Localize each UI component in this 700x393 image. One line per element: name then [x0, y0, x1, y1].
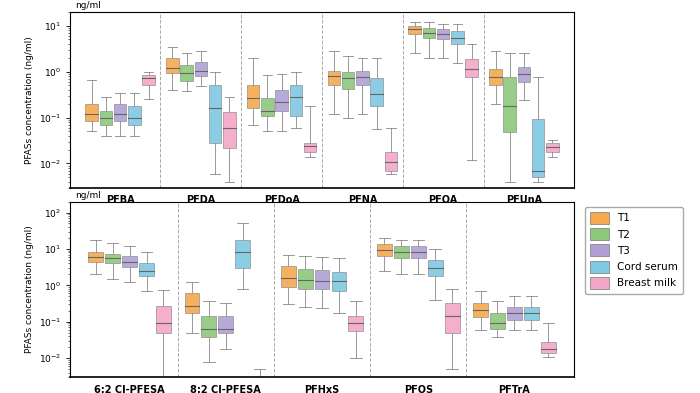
Bar: [304, 143, 316, 152]
Bar: [223, 112, 235, 148]
Bar: [128, 106, 141, 125]
Bar: [473, 303, 488, 317]
Bar: [409, 26, 421, 34]
Bar: [411, 246, 426, 259]
Bar: [451, 31, 463, 44]
Bar: [85, 104, 98, 121]
Bar: [166, 58, 179, 73]
Bar: [247, 84, 260, 108]
Bar: [428, 260, 442, 276]
Bar: [156, 305, 171, 333]
Bar: [466, 59, 478, 77]
Bar: [202, 316, 216, 337]
Bar: [275, 90, 288, 111]
Bar: [235, 240, 250, 268]
Bar: [507, 307, 522, 320]
Bar: [370, 78, 383, 106]
Bar: [105, 253, 120, 263]
Bar: [342, 72, 354, 89]
Bar: [384, 152, 397, 171]
Bar: [423, 28, 435, 38]
Bar: [489, 69, 502, 84]
Bar: [328, 71, 340, 84]
Bar: [114, 104, 126, 121]
Bar: [99, 111, 112, 125]
Bar: [88, 252, 103, 262]
Bar: [209, 84, 221, 143]
Bar: [314, 270, 330, 289]
Bar: [181, 65, 193, 81]
Bar: [490, 313, 505, 329]
Bar: [444, 303, 459, 333]
Bar: [394, 246, 409, 259]
Bar: [349, 316, 363, 331]
Bar: [290, 84, 302, 116]
Y-axis label: PFASs concentration (ng/ml): PFASs concentration (ng/ml): [25, 36, 34, 163]
Bar: [524, 307, 539, 320]
Bar: [281, 266, 295, 287]
Text: ng/ml: ng/ml: [75, 191, 101, 200]
Bar: [122, 256, 137, 267]
Bar: [437, 29, 449, 39]
Bar: [518, 67, 530, 83]
Bar: [503, 77, 516, 132]
Bar: [139, 263, 154, 276]
Text: ng/ml: ng/ml: [75, 1, 101, 10]
Bar: [356, 71, 369, 84]
Y-axis label: PFASs concentration (ng/ml): PFASs concentration (ng/ml): [25, 226, 34, 353]
Bar: [218, 316, 233, 333]
Bar: [261, 99, 274, 116]
Bar: [298, 268, 312, 288]
Bar: [142, 75, 155, 85]
Bar: [546, 143, 559, 152]
Bar: [541, 342, 556, 353]
Bar: [377, 244, 392, 256]
Bar: [195, 62, 207, 75]
Bar: [332, 272, 346, 290]
Bar: [185, 293, 200, 313]
Bar: [532, 119, 545, 177]
Legend: T1, T2, T3, Cord serum, Breast milk: T1, T2, T3, Cord serum, Breast milk: [584, 207, 683, 294]
